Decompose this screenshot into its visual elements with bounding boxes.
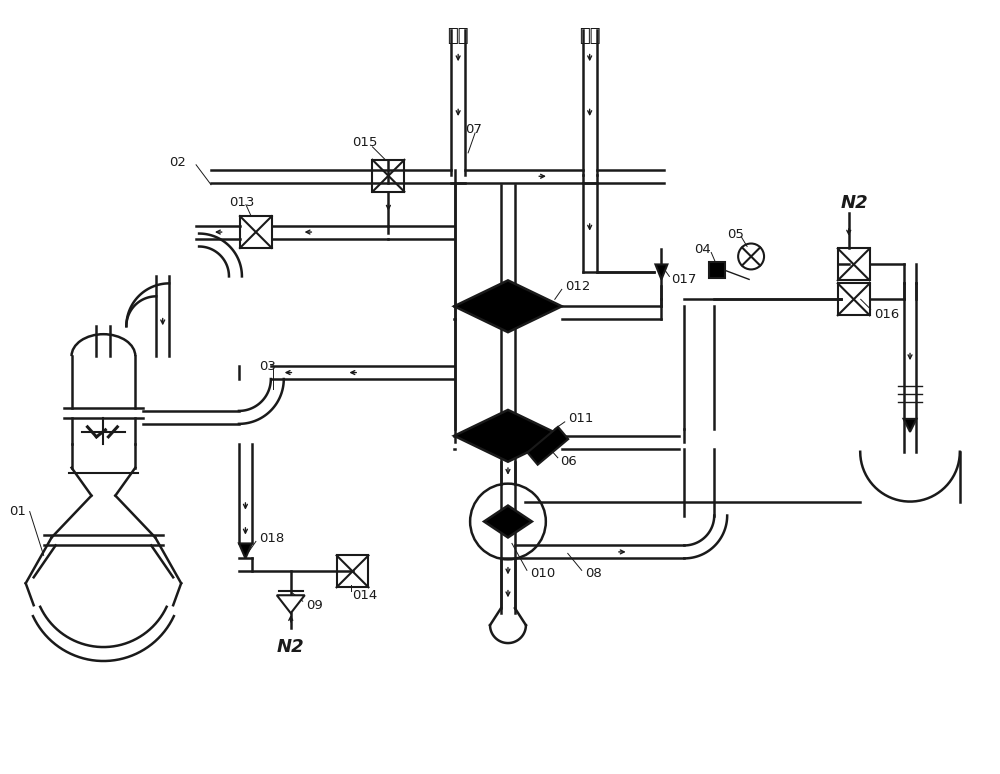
Text: 011: 011 [568,413,593,426]
Text: 煤油: 煤油 [447,27,469,46]
Text: 05: 05 [727,228,744,241]
Polygon shape [527,427,568,464]
Text: 018: 018 [259,532,284,545]
Polygon shape [239,543,252,558]
Text: 09: 09 [306,599,322,611]
Polygon shape [454,410,562,462]
Polygon shape [655,265,667,279]
Polygon shape [454,280,562,332]
Text: 02: 02 [169,156,186,170]
Text: 08: 08 [585,567,601,580]
Text: N2: N2 [277,638,305,656]
Text: 07: 07 [465,123,482,136]
Text: 016: 016 [874,308,899,320]
Text: 01: 01 [9,505,26,518]
Bar [838,248,870,280]
Text: 06: 06 [560,455,577,468]
Text: 017: 017 [671,273,697,286]
Bar [337,556,368,587]
Text: N2: N2 [841,194,868,211]
Polygon shape [904,419,916,432]
Text: 015: 015 [353,136,378,149]
Text: 013: 013 [229,196,254,209]
Text: 04: 04 [694,243,711,256]
Polygon shape [277,595,305,613]
Text: 010: 010 [530,567,555,580]
Text: 03: 03 [259,360,276,372]
Text: 012: 012 [565,280,590,293]
Polygon shape [484,505,532,537]
Bar [372,159,404,192]
Bar [709,262,725,279]
Bar [240,216,272,248]
Bar [838,283,870,315]
Text: 液氧: 液氧 [579,27,600,46]
Text: 014: 014 [353,589,378,601]
